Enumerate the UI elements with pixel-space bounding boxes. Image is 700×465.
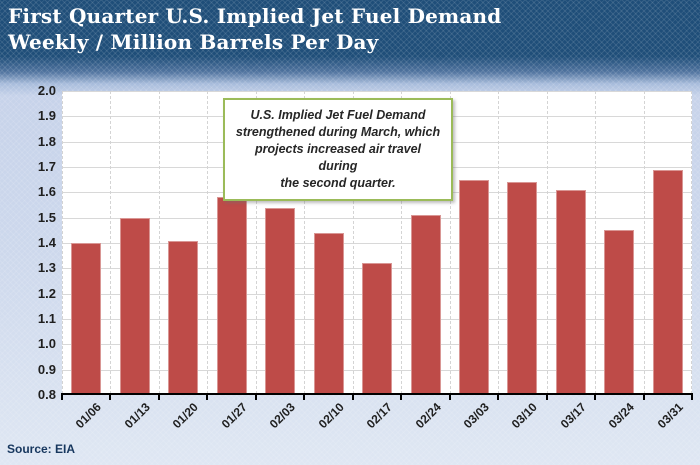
vertical-gridline	[304, 91, 305, 395]
x-axis-tick	[206, 395, 208, 400]
x-axis-tick	[497, 395, 499, 400]
x-tick-label: 03/24	[606, 400, 638, 432]
x-axis-tick	[109, 395, 111, 400]
x-tick-label: 01/13	[121, 400, 153, 432]
x-tick-label: 02/03	[266, 400, 298, 432]
horizontal-gridline	[62, 217, 692, 219]
x-tick-label: 01/06	[72, 400, 105, 432]
chart-title-line-1: First Quarter U.S. Implied Jet Fuel Dema…	[8, 4, 502, 28]
bar-02/24	[410, 215, 441, 395]
x-tick-label: 03/03	[460, 400, 492, 432]
bar-03/31	[652, 169, 683, 395]
bar-03/03	[458, 179, 489, 395]
vertical-gridline	[547, 91, 548, 395]
bar-01/27	[216, 197, 247, 395]
chart-title: First Quarter U.S. Implied Jet Fuel Dema…	[8, 3, 502, 55]
vertical-gridline	[256, 91, 257, 395]
x-axis-tick	[61, 395, 63, 400]
horizontal-gridline	[62, 243, 692, 244]
x-tick-label: 03/31	[654, 400, 686, 432]
bar-03/17	[555, 189, 586, 395]
y-tick-label: 0.9	[37, 361, 56, 377]
bar-02/10	[313, 232, 344, 395]
vertical-gridline	[450, 91, 451, 395]
x-tick-label: 02/24	[412, 400, 444, 432]
vertical-gridline	[207, 91, 208, 395]
annotation-text: U.S. Implied Jet Fuel Demand strengthene…	[235, 108, 441, 190]
chart-title-line-2: Weekly / Million Barrels Per Day	[8, 30, 379, 54]
x-axis-tick	[643, 395, 645, 400]
x-tick-label: 03/17	[557, 400, 589, 432]
x-axis-tick	[303, 395, 305, 400]
y-tick-label: 1.7	[37, 159, 56, 174]
x-axis-tick	[158, 395, 160, 400]
y-tick-label: 1.1	[37, 311, 56, 326]
bar-02/03	[265, 207, 296, 395]
vertical-gridline	[595, 91, 596, 395]
vertical-gridline	[62, 91, 63, 395]
source-label: Source: EIA	[7, 442, 76, 456]
bar-03/24	[604, 230, 635, 395]
x-axis-tick	[449, 395, 451, 400]
x-tick-label: 01/27	[218, 400, 250, 432]
y-tick-label: 1.6	[37, 184, 56, 200]
x-tick-label: 02/10	[315, 400, 347, 432]
y-tick-label: 0.8	[37, 387, 56, 402]
y-tick-label: 1.5	[37, 209, 56, 225]
x-tick-label: 03/10	[509, 400, 541, 432]
x-tick-label: 02/17	[363, 400, 395, 432]
x-axis-tick	[594, 395, 596, 400]
y-tick-label: 1.3	[37, 260, 56, 276]
x-axis-tick	[352, 395, 354, 400]
x-axis-line	[61, 393, 693, 395]
x-axis-tick	[400, 395, 402, 400]
x-axis-tick	[691, 395, 693, 400]
y-tick-label: 1.9	[37, 108, 56, 124]
y-tick-label: 1.0	[37, 336, 56, 352]
y-tick-label: 1.2	[37, 285, 56, 301]
bar-03/10	[507, 182, 538, 395]
y-tick-label: 2.0	[37, 83, 56, 98]
horizontal-gridline	[62, 91, 692, 92]
x-axis-tick	[255, 395, 257, 400]
vertical-gridline	[498, 91, 499, 395]
x-axis-tick	[546, 395, 548, 400]
vertical-gridline	[159, 91, 160, 395]
vertical-gridline	[691, 91, 692, 395]
annotation-box: U.S. Implied Jet Fuel Demand strengthene…	[223, 98, 453, 201]
bar-01/20	[168, 240, 199, 395]
x-tick-label: 01/20	[169, 400, 202, 432]
vertical-gridline	[401, 91, 402, 395]
vertical-gridline	[353, 91, 354, 395]
y-tick-label: 1.4	[37, 235, 56, 250]
bar-02/17	[362, 263, 392, 395]
y-tick-label: 1.8	[37, 133, 56, 149]
vertical-gridline	[110, 91, 111, 395]
vertical-gridline	[644, 91, 645, 395]
bar-01/06	[71, 243, 102, 395]
bar-01/13	[119, 217, 150, 395]
